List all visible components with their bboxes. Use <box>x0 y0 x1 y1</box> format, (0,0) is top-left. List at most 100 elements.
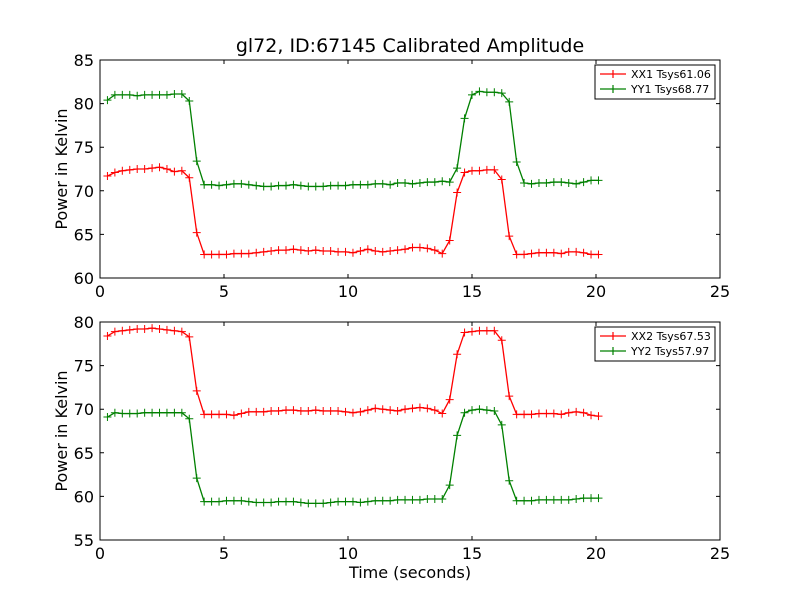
series-line <box>107 90 599 188</box>
data-point <box>534 178 543 187</box>
plot-frame <box>99 321 721 541</box>
data-point <box>215 497 224 506</box>
data-point <box>415 403 424 412</box>
data-point <box>289 497 298 506</box>
data-point <box>177 166 186 175</box>
data-point <box>534 495 543 504</box>
data-point <box>296 181 305 190</box>
data-point <box>200 180 209 189</box>
data-point <box>386 246 395 255</box>
data-point <box>482 165 491 174</box>
y-tick-label: 65 <box>74 444 94 463</box>
data-point <box>170 167 179 176</box>
data-point <box>125 409 134 418</box>
data-point <box>162 165 171 173</box>
data-point <box>408 495 417 504</box>
data-point <box>527 496 536 505</box>
data-point <box>319 182 328 191</box>
data-point <box>371 179 380 188</box>
data-point <box>557 178 566 187</box>
legend: XX2 Tsys67.53 YY2 Tsys57.97 <box>594 326 716 362</box>
data-point <box>527 410 536 419</box>
data-point <box>371 404 380 413</box>
data-point <box>274 246 283 255</box>
data-point <box>438 177 447 186</box>
data-point <box>289 406 298 415</box>
data-point <box>587 494 596 503</box>
data-point <box>334 497 343 506</box>
data-point <box>326 181 335 190</box>
data-point <box>482 88 491 97</box>
data-point <box>579 178 588 187</box>
data-point <box>304 182 313 191</box>
data-point <box>453 350 462 359</box>
data-point <box>430 246 439 255</box>
y-tick-label: 55 <box>74 531 94 550</box>
data-point <box>170 326 179 335</box>
data-point <box>311 246 320 255</box>
legend-swatch <box>600 85 626 93</box>
data-point <box>549 495 558 504</box>
data-point <box>408 243 417 252</box>
legend-swatch <box>600 70 626 78</box>
data-point <box>401 495 410 504</box>
data-point <box>304 246 313 255</box>
x-tick-label: 0 <box>95 282 105 301</box>
data-point <box>274 497 283 506</box>
data-point <box>497 336 506 345</box>
data-point <box>162 325 171 334</box>
data-point <box>497 420 506 429</box>
x-axis-label: Time (seconds) <box>348 563 471 582</box>
data-point <box>282 406 290 415</box>
data-point <box>423 404 432 413</box>
data-point <box>229 249 238 258</box>
data-point <box>594 412 603 421</box>
y-tick-label: 65 <box>74 225 94 244</box>
data-point <box>207 410 216 419</box>
data-point <box>453 188 462 197</box>
y-tick-label: 60 <box>74 487 94 506</box>
data-point <box>215 250 224 259</box>
x-tick-label: 15 <box>462 544 482 563</box>
data-point <box>363 497 372 506</box>
data-point <box>534 409 543 418</box>
data-point <box>319 246 328 255</box>
data-point <box>229 411 238 420</box>
data-point <box>319 406 328 415</box>
legend-box <box>594 326 716 362</box>
data-point <box>125 90 134 99</box>
data-point <box>430 178 439 187</box>
data-point <box>229 179 238 188</box>
data-point <box>415 243 424 252</box>
data-point <box>497 175 506 184</box>
data-point <box>438 495 447 504</box>
data-point <box>460 168 469 177</box>
x-tick-label: 25 <box>710 544 730 563</box>
data-point <box>453 164 462 173</box>
data-point <box>393 246 402 255</box>
data-point <box>549 409 558 418</box>
data-point <box>356 246 365 255</box>
data-point <box>244 407 253 416</box>
data-point <box>572 495 581 504</box>
data-point <box>155 163 164 172</box>
data-point <box>229 496 238 505</box>
data-point <box>222 180 231 189</box>
y-axis-label: Power in Kelvin <box>52 370 71 491</box>
data-point <box>133 324 142 333</box>
data-point <box>408 179 417 188</box>
data-point <box>148 408 157 417</box>
y-tick-label: 80 <box>74 313 94 332</box>
data-point <box>311 499 320 508</box>
data-point <box>401 245 410 254</box>
data-point <box>557 410 566 419</box>
legend-entry: YY1 Tsys68.77 <box>630 83 709 96</box>
data-point <box>512 250 521 259</box>
data-point <box>401 178 410 187</box>
data-point <box>341 497 350 506</box>
chart-panel-1: 0 5 10 15 20 25 60 65 70 75 80 85 gl72, ID:67145 Cal… <box>52 35 730 301</box>
data-point <box>140 165 149 173</box>
data-point <box>118 409 127 418</box>
data-point <box>557 249 566 258</box>
data-point <box>185 96 194 105</box>
